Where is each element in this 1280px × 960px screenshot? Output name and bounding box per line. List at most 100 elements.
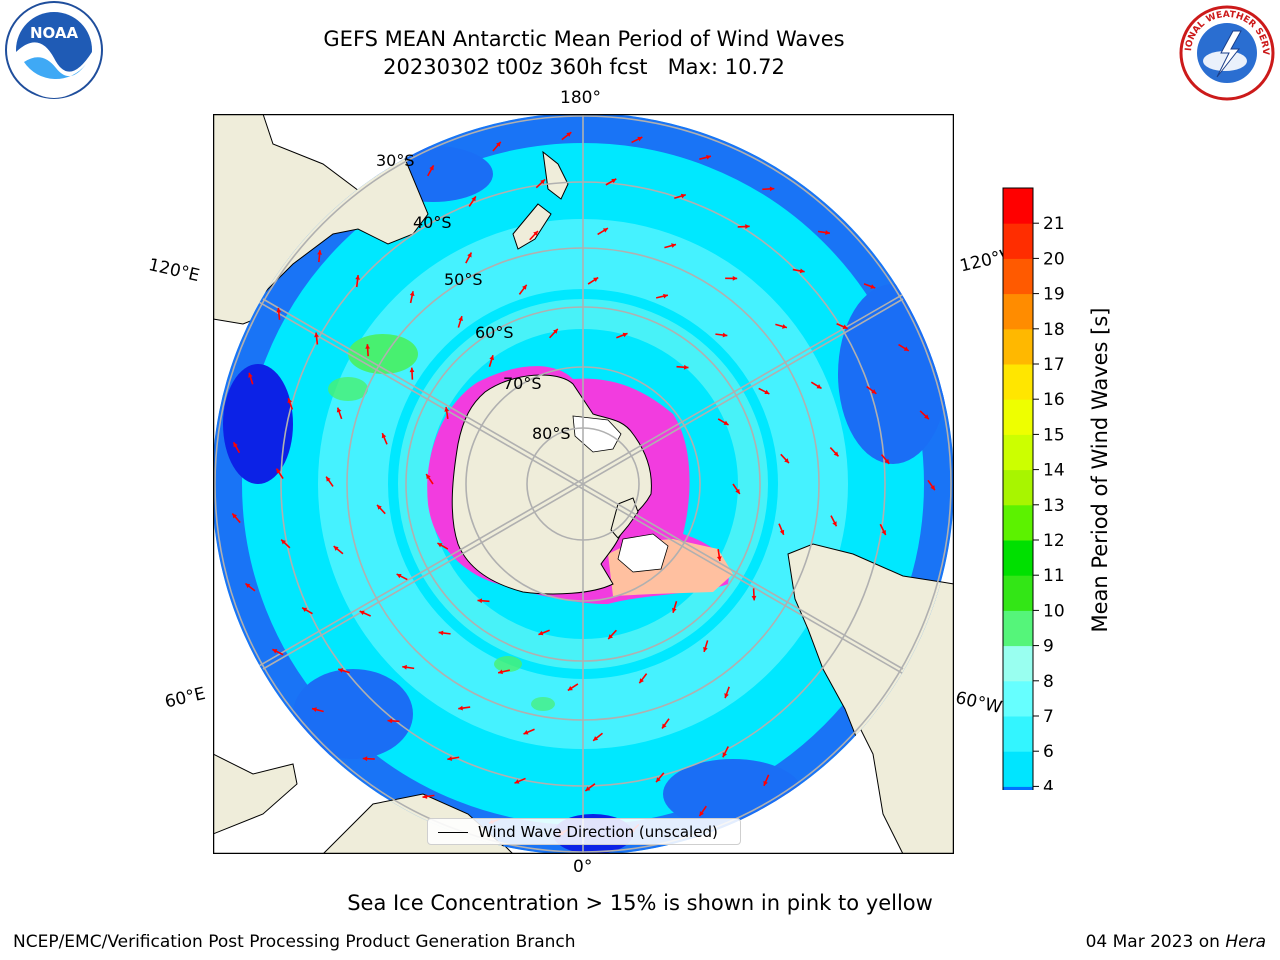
colorbar-tick-label: 8 xyxy=(1043,672,1054,692)
wind-arrow-head xyxy=(496,141,501,147)
wind-arrow-head xyxy=(639,678,644,684)
colorbar-segment xyxy=(1003,434,1033,471)
wind-arrow-head xyxy=(522,284,527,290)
wind-arrow-head xyxy=(763,780,768,786)
wind-arrow-head xyxy=(248,372,253,378)
colorbar-tick-label: 21 xyxy=(1043,214,1065,234)
wind-arrow-head xyxy=(381,433,387,439)
colorbar-segment xyxy=(1003,540,1033,576)
wind-arrow-head xyxy=(663,293,668,299)
colorbar-tick-label: 15 xyxy=(1043,425,1065,445)
wind-arrow-head xyxy=(611,178,617,184)
wind-arrow-head xyxy=(233,442,238,448)
date-line: 04 Mar 2023 on Hera xyxy=(1086,932,1266,952)
wind-arrow-head xyxy=(458,705,463,711)
wind-arrow-head xyxy=(365,344,371,349)
colorbar-tick-label: 19 xyxy=(1043,285,1065,305)
wind-arrow-head xyxy=(444,407,450,412)
wind-arrow-head xyxy=(567,686,573,691)
colorbar-tick-label: 18 xyxy=(1043,320,1065,340)
colorbar-segment xyxy=(1003,328,1033,365)
wind-wave-arrows xyxy=(231,131,936,836)
credit-line: NCEP/EMC/Verification Post Processing Pr… xyxy=(13,932,576,952)
wind-arrow-head xyxy=(764,389,770,395)
wind-arrow-head xyxy=(825,230,830,235)
wind-arrow-head xyxy=(387,718,393,724)
lon-label-0: 0° xyxy=(573,857,593,877)
colorbar-tick-label: 4 xyxy=(1043,777,1054,790)
wind-arrow-head xyxy=(656,777,661,783)
colorbar-tick-label: 9 xyxy=(1043,637,1054,657)
lat-label-50s: 50°S xyxy=(444,270,483,289)
lon-label-60e: 60°E xyxy=(163,683,208,713)
wind-arrow-head xyxy=(671,607,677,613)
legend-line-sample xyxy=(438,832,468,833)
wind-arrow-head xyxy=(683,364,689,370)
wind-arrow-head xyxy=(437,543,443,548)
wind-arrow-head xyxy=(302,607,308,613)
ocean-field xyxy=(213,114,954,854)
wind-arrow-head xyxy=(523,730,529,735)
wind-arrow-head xyxy=(447,756,453,761)
colorbar-tick-label: 12 xyxy=(1043,531,1065,551)
colorbar-tick-label: 13 xyxy=(1043,496,1065,516)
colorbar-label: Mean Period of Wind Waves [s] xyxy=(1088,308,1112,633)
wind-arrow-head xyxy=(326,476,331,482)
wind-arrow-head xyxy=(467,252,472,258)
wind-arrow-head xyxy=(429,165,434,171)
lat-label-60s: 60°S xyxy=(475,323,514,342)
wind-arrow-head xyxy=(232,513,238,519)
wind-arrow-head xyxy=(538,630,544,636)
wind-arrow-head xyxy=(312,707,317,712)
wind-arrow-head xyxy=(396,573,402,579)
wind-arrow-head xyxy=(317,250,322,255)
wind-arrow-head xyxy=(593,277,599,282)
date-text: 04 Mar 2023 on xyxy=(1085,932,1226,952)
colorbar-segment xyxy=(1003,188,1033,224)
wind-arrow-head xyxy=(680,193,686,199)
colorbar-segment xyxy=(1003,610,1033,647)
wind-arrow-head xyxy=(409,291,415,297)
wind-arrow-head xyxy=(782,324,787,329)
colorbar-segment xyxy=(1003,504,1033,541)
noaa-logo: NOAA xyxy=(4,0,104,100)
wind-arrow-head xyxy=(871,389,877,394)
wind-arrow-head xyxy=(402,664,407,670)
legend-label: Wind Wave Direction (unscaled) xyxy=(478,823,718,841)
wind-arrow-head xyxy=(362,756,368,762)
wind-arrow-head xyxy=(732,275,738,281)
wind-arrow-head xyxy=(276,468,281,474)
graticule xyxy=(213,114,954,854)
wind-arrow-head xyxy=(723,420,729,425)
wind-arrow-head xyxy=(842,324,848,329)
wind-arrow-head xyxy=(703,647,708,652)
wind-arrow-head xyxy=(671,243,676,248)
wind-arrow-head xyxy=(637,136,643,142)
colorbar-segment xyxy=(1003,786,1033,790)
colorbar-segment xyxy=(1003,716,1033,752)
nws-logo: NATIONAL WEATHER SERVICE xyxy=(1173,0,1277,101)
colorbar-segment xyxy=(1003,575,1033,611)
wind-arrow-head xyxy=(870,284,876,289)
colorbar-segment xyxy=(1003,680,1033,717)
lat-label-30s: 30°S xyxy=(376,151,415,170)
wind-arrow-head xyxy=(566,132,572,137)
colorbar-tick-label: 11 xyxy=(1043,566,1065,586)
wind-arrow-head xyxy=(540,179,546,185)
wind-arrow-head xyxy=(377,504,382,510)
wind-arrow-head xyxy=(722,752,727,758)
noaa-logo-text: NOAA xyxy=(30,24,79,42)
wind-arrow-head xyxy=(438,630,444,636)
wind-arrow-head xyxy=(930,485,935,491)
wind-arrow-head xyxy=(816,384,822,389)
wind-arrow-head xyxy=(553,328,558,334)
colorbar-segment xyxy=(1003,223,1033,259)
wind-arrow-head xyxy=(884,458,890,464)
wind-arrow-head xyxy=(287,398,293,404)
wind-arrow-head xyxy=(881,529,886,535)
colorbar-segment xyxy=(1003,645,1033,682)
wind-arrow-head xyxy=(355,275,361,280)
lat-label-80s: 80°S xyxy=(532,424,571,443)
wind-arrow-head xyxy=(272,649,278,654)
wind-arrow-head xyxy=(751,595,757,601)
